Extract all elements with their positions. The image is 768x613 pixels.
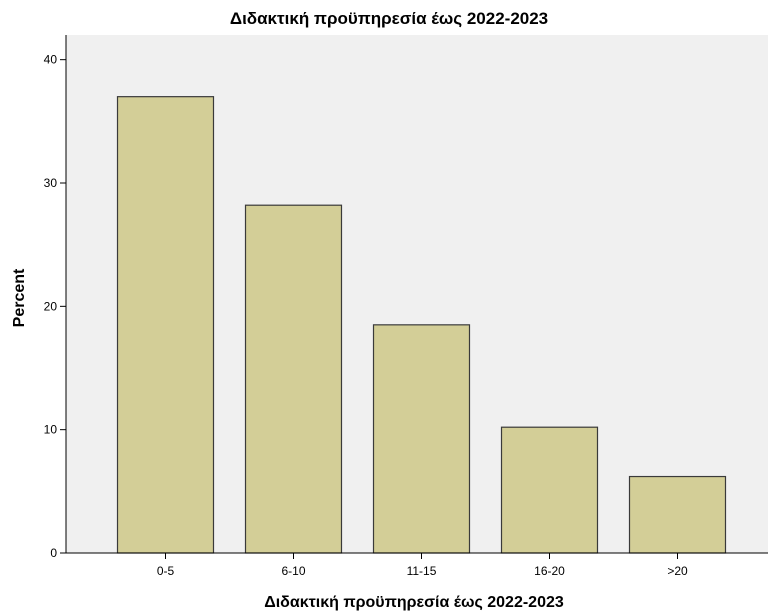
y-tick-label: 10 <box>44 423 58 437</box>
y-tick-label: 0 <box>50 546 57 560</box>
x-tick-label: 16-20 <box>534 564 565 578</box>
bar-4 <box>500 426 599 554</box>
chart-title: Διδακτική προϋπηρεσία έως 2022-2023 <box>230 9 548 28</box>
y-tick-label: 30 <box>44 176 58 190</box>
bars-group <box>116 96 727 554</box>
y-tick-label: 20 <box>44 299 58 313</box>
x-tick-label: >20 <box>667 564 688 578</box>
x-ticks-group: 0-5 6-10 11-15 16-20 >20 <box>157 553 688 578</box>
bar-5 <box>628 475 727 554</box>
x-axis-label: Διδακτική προϋπηρεσία έως 2022-2023 <box>264 594 564 611</box>
bar-3 <box>372 324 471 554</box>
x-tick-label: 0-5 <box>157 564 175 578</box>
y-ticks-group: 0 10 20 30 40 <box>44 53 66 560</box>
x-tick-label: 6-10 <box>281 564 305 578</box>
x-tick-label: 11-15 <box>407 564 437 578</box>
bar-1 <box>116 96 215 554</box>
y-axis-label: Percent <box>11 268 28 327</box>
y-tick-label: 40 <box>44 53 58 67</box>
bar-2 <box>244 204 343 554</box>
